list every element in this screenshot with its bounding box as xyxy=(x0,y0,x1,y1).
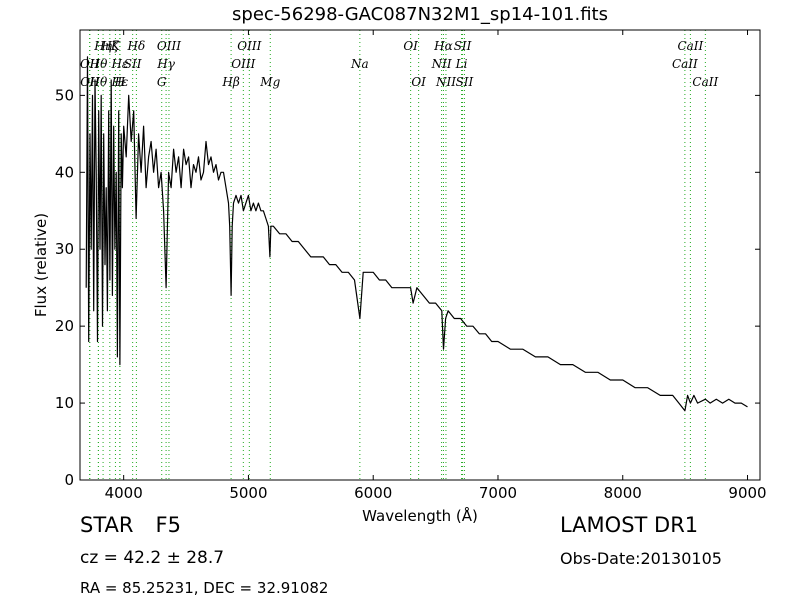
x-tick-label: 4000 xyxy=(105,484,143,502)
ra-dec-coordinates: RA = 85.25231, DEC = 32.91082 xyxy=(80,579,329,597)
y-tick-label: 40 xyxy=(55,163,74,181)
spectral-line-label: NII xyxy=(431,57,452,71)
spectral-line-label: Hθ xyxy=(89,57,108,71)
spectral-line-label: Hε xyxy=(110,57,128,71)
spectral-line-label: Li xyxy=(455,57,468,71)
spectral-line-label: SII xyxy=(124,57,142,71)
x-axis-label: Wavelength (Å) xyxy=(362,506,478,525)
spectral-line-label: Mg xyxy=(259,75,280,89)
y-axis-label: Flux (relative) xyxy=(32,213,50,317)
spectral-line-label: OIII xyxy=(231,57,255,71)
x-tick-label: 6000 xyxy=(354,484,392,502)
survey-name: LAMOST DR1 xyxy=(560,513,699,537)
spectral-line-label: Hβ xyxy=(221,75,239,89)
spectrum-line xyxy=(85,56,748,412)
spectral-line-label: Hθ xyxy=(88,75,107,89)
spectral-line-label: Na xyxy=(350,57,369,71)
observation-date: Obs-Date:20130105 xyxy=(560,549,722,568)
chart-title: spec-56298-GAC087N32M1_sp14-101.fits xyxy=(232,4,608,25)
spectral-line-label: OII xyxy=(80,57,100,71)
x-tick-label: 7000 xyxy=(479,484,517,502)
spectral-line-label: OI xyxy=(403,39,418,53)
class-label: STAR xyxy=(80,513,134,537)
spectral-line-label: Hη xyxy=(93,39,112,53)
y-tick-label: 30 xyxy=(55,240,74,258)
y-tick-label: 10 xyxy=(55,394,74,412)
spectral-line-label: Hε xyxy=(110,75,128,89)
spectral-line-label: CaII xyxy=(672,57,698,71)
y-tick-label: 20 xyxy=(55,317,74,335)
plot-frame xyxy=(79,29,761,481)
spectral-line-label: OI xyxy=(411,75,426,89)
spectral-line-label: Hζ xyxy=(100,39,119,53)
spectral-line-label: K xyxy=(110,39,121,53)
spectral-line-label: OIII xyxy=(237,39,261,53)
spectral-line-label: SII xyxy=(454,39,472,53)
spectral-line-label: Hδ xyxy=(127,39,146,53)
spectral-line-label: OIII xyxy=(157,39,181,53)
spectral-line-label: G xyxy=(157,75,167,89)
spectral-line-label: H xyxy=(114,75,126,89)
spectral-line-label: CaII xyxy=(677,39,703,53)
y-tick-label: 0 xyxy=(64,471,74,489)
spectral-line-label: Hγ xyxy=(156,57,175,71)
spectral-line-label: NII xyxy=(435,75,456,89)
spectral-line-label: OII xyxy=(80,75,100,89)
subclass-label: F5 xyxy=(155,513,181,537)
y-tick-label: 50 xyxy=(55,86,74,104)
x-tick-label: 9000 xyxy=(728,484,766,502)
spectral-line-label: SII xyxy=(456,75,474,89)
x-tick-label: 8000 xyxy=(604,484,642,502)
redshift-cz: cz = 42.2 ± 28.7 xyxy=(80,548,225,568)
x-tick-label: 5000 xyxy=(229,484,267,502)
spectral-line-label: CaII xyxy=(692,75,718,89)
spectral-line-label: Hα xyxy=(433,39,453,53)
object-class: STAR F5 xyxy=(80,513,203,537)
